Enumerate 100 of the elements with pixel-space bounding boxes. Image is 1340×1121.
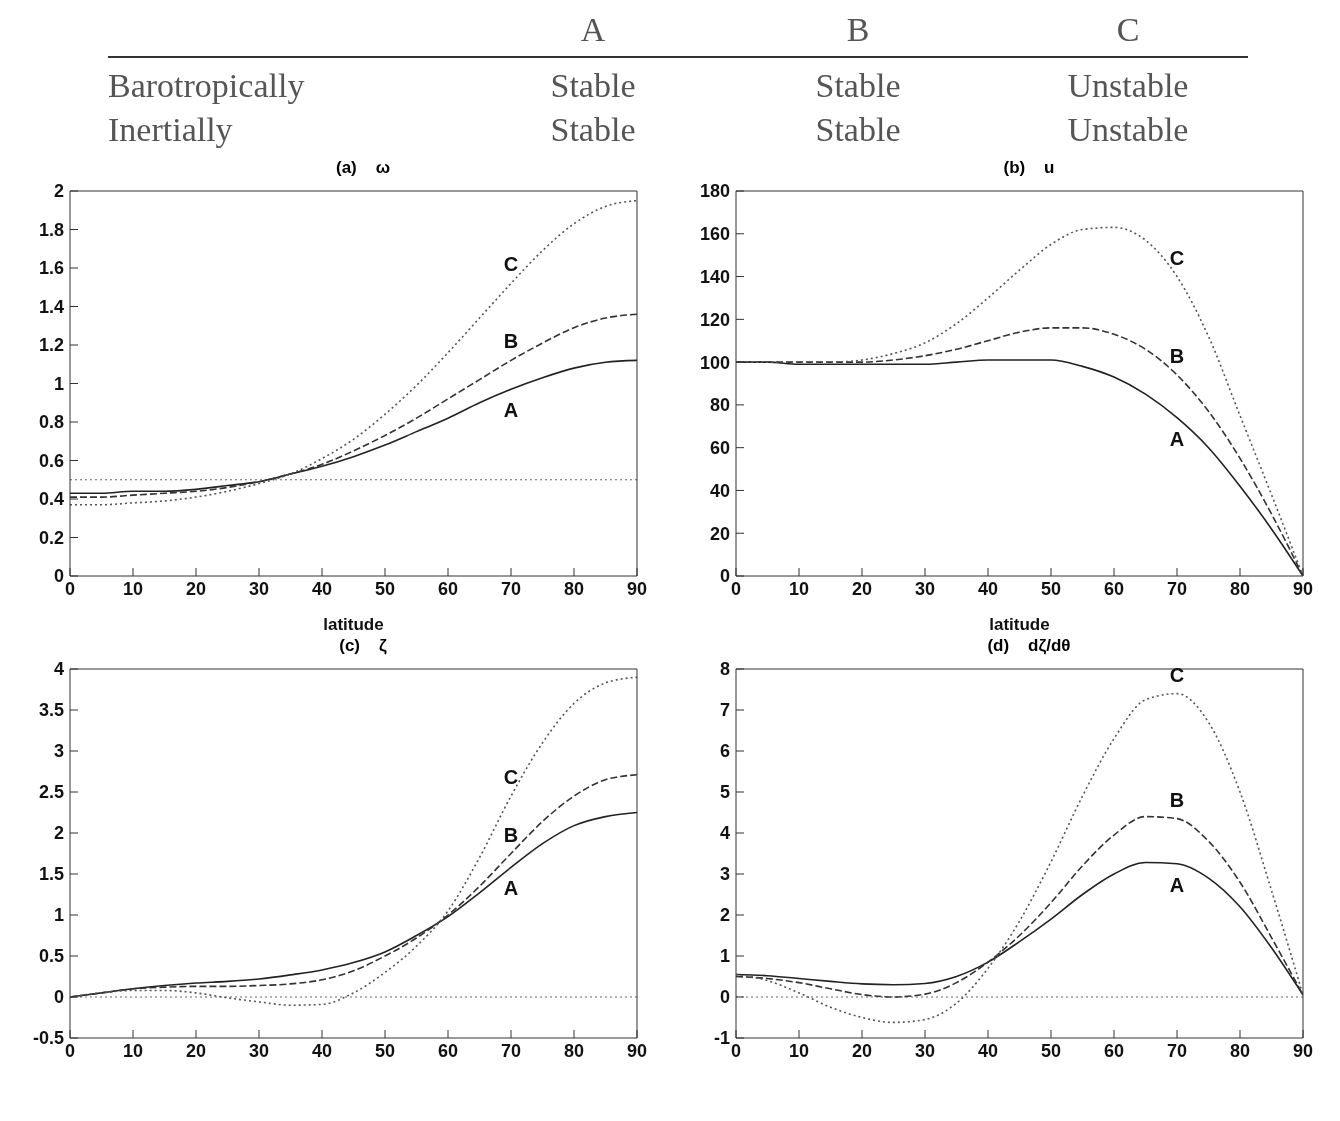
chart-title: (d) dζ/dθ bbox=[986, 636, 1072, 657]
series-label: A bbox=[503, 399, 519, 422]
text: Stable bbox=[814, 110, 902, 150]
line-series bbox=[70, 359, 637, 495]
x-tick-label: 10 bbox=[788, 1040, 810, 1061]
y-tick-label: 1 bbox=[719, 946, 730, 967]
x-tick-label: 30 bbox=[914, 1040, 936, 1061]
x-tick-label: 60 bbox=[437, 1040, 459, 1061]
text: B bbox=[845, 10, 871, 50]
x-tick-label: 90 bbox=[626, 578, 648, 599]
series-label: B bbox=[503, 823, 519, 846]
y-tick-label: 0.6 bbox=[38, 450, 64, 471]
x-tick-label: 80 bbox=[563, 1040, 585, 1061]
y-tick-label: 7 bbox=[719, 700, 730, 721]
y-tick-label: 0.8 bbox=[38, 412, 64, 433]
x-tick-label: 90 bbox=[1292, 1040, 1314, 1061]
x-tick-label: 80 bbox=[563, 578, 585, 599]
x-tick-label: 50 bbox=[374, 1040, 396, 1061]
y-tick-label: 180 bbox=[699, 181, 730, 202]
line-series bbox=[736, 692, 1303, 1024]
y-tick-label: 40 bbox=[709, 480, 730, 501]
chart-title: (c) ζ bbox=[338, 636, 388, 657]
series-label: B bbox=[1169, 788, 1185, 811]
series-label: A bbox=[1169, 427, 1185, 450]
text: C bbox=[1115, 10, 1141, 50]
text: A bbox=[579, 10, 607, 50]
x-tick-label: 70 bbox=[1166, 1040, 1188, 1061]
y-tick-label: 1.8 bbox=[38, 219, 64, 240]
chart-title: (b) u bbox=[1002, 158, 1056, 179]
series-label: A bbox=[503, 877, 519, 900]
y-tick-label: 2.5 bbox=[38, 782, 64, 803]
y-tick-label: 5 bbox=[719, 782, 730, 803]
y-tick-label: 3.5 bbox=[38, 700, 64, 721]
x-axis-title: latitude bbox=[323, 615, 384, 634]
x-tick-label: 40 bbox=[311, 1040, 333, 1061]
y-tick-label: 120 bbox=[699, 309, 730, 330]
x-tick-label: 40 bbox=[977, 1040, 999, 1061]
x-tick-label: 60 bbox=[1103, 1040, 1125, 1061]
series-label: C bbox=[503, 253, 519, 276]
x-tick-label: 60 bbox=[1103, 578, 1125, 599]
y-tick-label: 0 bbox=[53, 987, 64, 1008]
series-label: C bbox=[503, 766, 519, 789]
x-tick-label: 30 bbox=[914, 578, 936, 599]
x-tick-label: 20 bbox=[851, 1040, 873, 1061]
y-tick-label: 2 bbox=[719, 905, 730, 926]
x-tick-label: 80 bbox=[1229, 578, 1251, 599]
y-tick-label: 1.5 bbox=[38, 864, 64, 885]
chart-title: (a) ω bbox=[335, 158, 391, 179]
y-tick-label: 2 bbox=[53, 181, 64, 202]
y-tick-label: 1 bbox=[53, 373, 64, 394]
x-tick-label: 40 bbox=[977, 578, 999, 599]
y-tick-label: 160 bbox=[699, 224, 730, 245]
x-tick-label: 30 bbox=[248, 578, 270, 599]
y-tick-label: 1.6 bbox=[38, 258, 64, 279]
x-tick-label: 70 bbox=[500, 1040, 522, 1061]
text: Unstable bbox=[1066, 66, 1190, 106]
y-tick-label: 0.4 bbox=[38, 489, 64, 510]
y-tick-label: 3 bbox=[53, 741, 64, 762]
text: Stable bbox=[814, 66, 902, 106]
series-label: A bbox=[1169, 873, 1185, 896]
y-tick-label: 1.2 bbox=[38, 335, 64, 356]
y-tick-label: 100 bbox=[699, 352, 730, 373]
y-tick-label: 0.2 bbox=[38, 527, 64, 548]
y-tick-label: 4 bbox=[53, 659, 64, 680]
text: Inertially bbox=[108, 110, 234, 150]
x-tick-label: 20 bbox=[185, 578, 207, 599]
x-tick-label: 40 bbox=[311, 578, 333, 599]
y-tick-label: 0 bbox=[719, 987, 730, 1008]
y-tick-label: 2 bbox=[53, 823, 64, 844]
x-tick-label: 10 bbox=[122, 1040, 144, 1061]
y-tick-label: -1 bbox=[713, 1028, 730, 1049]
x-tick-label: 30 bbox=[248, 1040, 270, 1061]
x-tick-label: 90 bbox=[1292, 578, 1314, 599]
x-tick-label: 60 bbox=[437, 578, 459, 599]
text: Stable bbox=[549, 66, 637, 106]
text: Unstable bbox=[1066, 110, 1190, 150]
y-tick-label: 4 bbox=[719, 823, 730, 844]
y-tick-label: 1 bbox=[53, 905, 64, 926]
series-label: C bbox=[1169, 663, 1185, 686]
x-tick-label: 20 bbox=[851, 578, 873, 599]
x-tick-label: 10 bbox=[122, 578, 144, 599]
series-label: C bbox=[1169, 246, 1185, 269]
line-series bbox=[736, 861, 1303, 996]
x-tick-label: 70 bbox=[1166, 578, 1188, 599]
text: Barotropically bbox=[108, 66, 306, 106]
y-tick-label: -0.5 bbox=[32, 1028, 64, 1049]
y-tick-label: 3 bbox=[719, 864, 730, 885]
y-tick-label: 0.5 bbox=[38, 946, 64, 967]
y-tick-label: 6 bbox=[719, 741, 730, 762]
x-tick-label: 80 bbox=[1229, 1040, 1251, 1061]
x-axis-title: latitude bbox=[989, 615, 1050, 634]
series-label: B bbox=[1169, 344, 1185, 367]
y-tick-label: 8 bbox=[719, 659, 730, 680]
x-tick-label: 50 bbox=[1040, 1040, 1062, 1061]
y-tick-label: 140 bbox=[699, 266, 730, 287]
y-tick-label: 20 bbox=[709, 523, 730, 544]
x-tick-label: 50 bbox=[1040, 578, 1062, 599]
y-tick-label: 80 bbox=[709, 395, 730, 416]
text: Stable bbox=[549, 110, 637, 150]
x-tick-label: 10 bbox=[788, 578, 810, 599]
